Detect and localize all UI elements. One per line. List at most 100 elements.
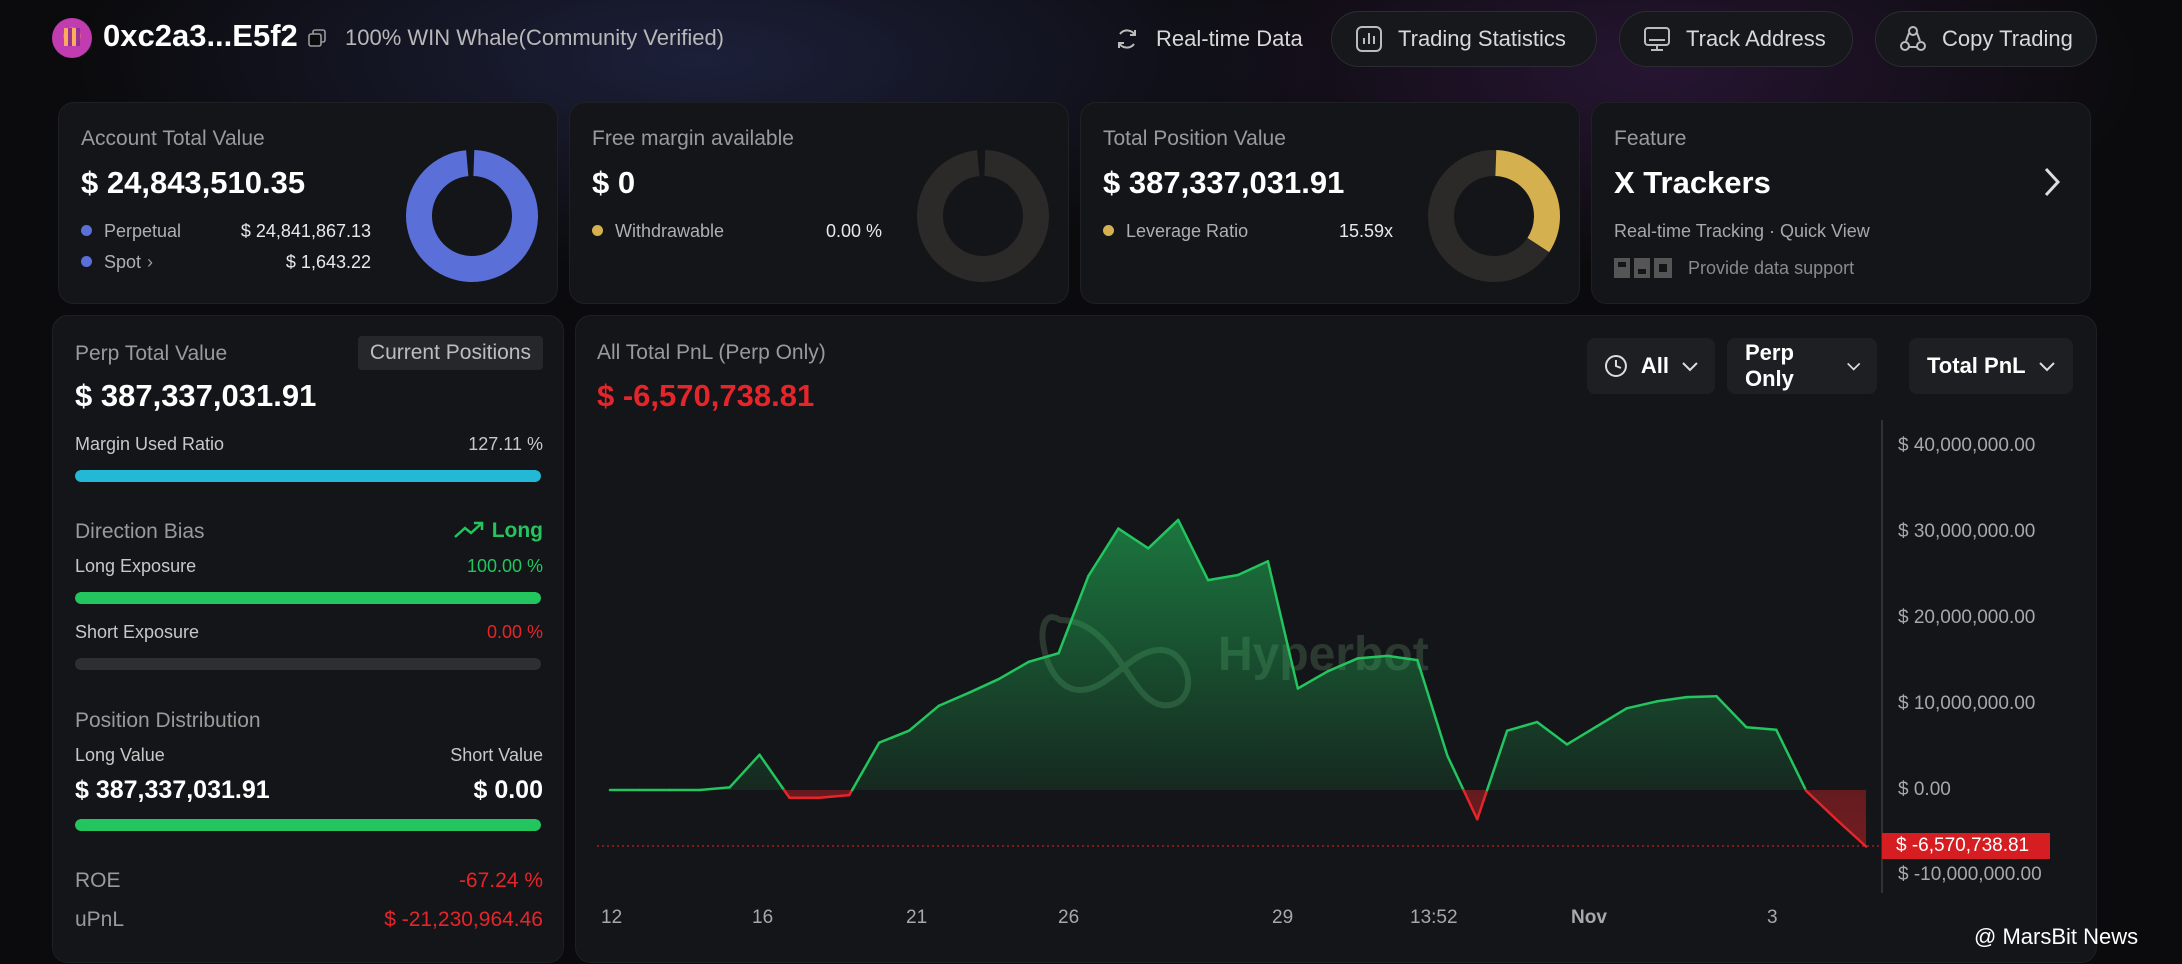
metric-dropdown-value: Total PnL <box>1927 353 2026 378</box>
leverage-ratio-value: 15.59x <box>1338 221 1393 241</box>
pnl-chart-panel <box>575 315 2097 963</box>
avatar[interactable] <box>52 18 92 58</box>
pnl-line-segment <box>1745 725 1778 732</box>
pnl-line-segment <box>967 677 1001 695</box>
pnl-line <box>608 518 1868 848</box>
monitor-icon <box>1644 27 1670 51</box>
track-address-label: Track Address <box>1686 26 1826 51</box>
free-margin-card: Free margin available $ 0 Withdrawable 0… <box>569 102 1069 304</box>
clock-icon <box>1604 355 1627 377</box>
perpetual-label: Perpetual <box>104 221 182 241</box>
chevron-down-icon <box>1682 362 1698 372</box>
perp-summary-panel: Perp Total Value Current Positions $ 387… <box>52 315 564 963</box>
position-distribution-bar <box>75 819 541 831</box>
pnl-line-segment <box>1117 527 1150 550</box>
long-exposure-label: Long Exposure <box>75 556 197 576</box>
pnl-line-segment <box>728 753 761 789</box>
track-address-button[interactable]: Track Address <box>1619 11 1853 67</box>
withdrawable-row: Withdrawable <box>592 221 724 242</box>
pnl-line-segment <box>850 741 881 792</box>
copy-trading-button[interactable]: Copy Trading <box>1875 11 2097 67</box>
chevron-down-icon <box>1846 362 1860 371</box>
perpetual-dot <box>81 225 92 236</box>
pnl-line-segment <box>1834 817 1868 848</box>
y-tick-label: $ -10,000,000.00 <box>1898 864 2042 885</box>
pnl-line-segment <box>997 660 1030 681</box>
y-tick-label: $ 40,000,000.00 <box>1898 435 2036 456</box>
pnl-line-segment <box>1147 518 1180 550</box>
pnl-line-segment <box>1775 728 1808 792</box>
metric-dropdown[interactable]: Total PnL <box>1909 338 2073 394</box>
period-dropdown[interactable]: All <box>1587 338 1715 394</box>
current-value-marker: $ -6,570,738.81 <box>1882 833 2050 859</box>
perp-total-value: $ 387,337,031.91 <box>75 378 317 413</box>
pnl-line-segment <box>1715 695 1748 729</box>
refresh-icon <box>1118 29 1136 49</box>
y-tick-label: $ 30,000,000.00 <box>1898 521 2036 542</box>
pnl-line-segment <box>1356 654 1389 660</box>
leverage-ratio-row: Leverage Ratio <box>1103 221 1248 242</box>
long-value-label: Long Value <box>75 745 165 765</box>
chevron-right-icon[interactable] <box>2040 165 2064 199</box>
pnl-line-segment <box>907 704 941 732</box>
pnl-line-segment <box>1804 789 1838 821</box>
direction-bias-value: Long <box>491 519 543 542</box>
pnl-line-segment <box>1655 695 1688 703</box>
pnl-line-segment <box>1505 720 1539 732</box>
position-distribution-bar-fill <box>75 819 541 831</box>
pnl-line-segment <box>818 793 851 799</box>
pnl-line-segment <box>1027 652 1060 664</box>
free-margin-donut <box>917 150 1049 282</box>
trend-up-icon <box>453 521 483 538</box>
copy-icon[interactable] <box>308 29 326 47</box>
scope-dropdown[interactable]: Perp Only <box>1727 338 1877 394</box>
short-value-label: Short Value <box>450 745 543 765</box>
roe-label: ROE <box>75 869 121 892</box>
pnl-line-segment <box>1416 658 1449 757</box>
pnl-line-segment <box>1206 573 1240 582</box>
account-total-value-title: Account Total Value <box>81 127 265 150</box>
margin-used-value: 127.11 % <box>468 434 543 454</box>
short-exposure-bar <box>75 658 541 670</box>
spot-dot <box>81 256 92 267</box>
long-exposure-bar <box>75 592 541 604</box>
scope-dropdown-value: Perp Only <box>1745 340 1794 391</box>
pnl-line-segment <box>1565 725 1599 746</box>
free-margin-title: Free margin available <box>592 127 794 150</box>
share-nodes-icon <box>1900 26 1926 51</box>
upnl-value: $ -21,230,964.46 <box>384 908 543 931</box>
feature-name: X Trackers <box>1614 165 1771 200</box>
data-support-text: Provide data support <box>1688 258 1855 278</box>
pnl-area <box>610 519 1866 847</box>
x-tick-label: 26 <box>1058 907 1080 928</box>
period-dropdown-value: All <box>1640 353 1670 378</box>
long-exposure-value: 100.00 % <box>466 556 543 576</box>
x-tick-label: 12 <box>601 907 623 928</box>
feature-card[interactable]: Feature X Trackers Real-time Tracking · … <box>1591 102 2091 304</box>
short-value: $ 0.00 <box>473 776 543 804</box>
total-position-value-title: Total Position Value <box>1103 127 1286 150</box>
pnl-line-segment <box>1266 559 1300 690</box>
margin-used-bar-fill <box>75 470 541 482</box>
spot-row[interactable]: Spot › <box>81 252 153 273</box>
realtime-data-button[interactable]: Real-time Data <box>1090 11 1325 67</box>
withdrawable-value: 0.00 % <box>825 221 882 241</box>
pnl-line-segment <box>1087 527 1120 578</box>
spot-value: $ 1,643.22 <box>285 252 371 272</box>
pnl-line-segment <box>1625 700 1658 710</box>
direction-bias-indicator: Long <box>453 519 543 543</box>
feature-subtitle: Real-time Tracking · Quick View <box>1614 221 1870 241</box>
pnl-line-segment <box>698 786 731 792</box>
current-positions-button[interactable]: Current Positions <box>357 336 543 370</box>
pnl-total-value: $ -6,570,738.81 <box>597 378 815 413</box>
leverage-ratio-label: Leverage Ratio <box>1126 221 1249 241</box>
spot-label: Spot <box>104 252 142 272</box>
perpetual-row: Perpetual <box>81 221 181 242</box>
short-exposure-value: 0.00 % <box>486 622 543 642</box>
margin-used-label: Margin Used Ratio <box>75 434 225 454</box>
trading-statistics-button[interactable]: Trading Statistics <box>1331 11 1597 67</box>
short-exposure-label: Short Exposure <box>75 622 200 642</box>
bar-chart-icon <box>1356 26 1382 52</box>
footer-watermark: @ MarsBit News <box>1974 924 2139 949</box>
